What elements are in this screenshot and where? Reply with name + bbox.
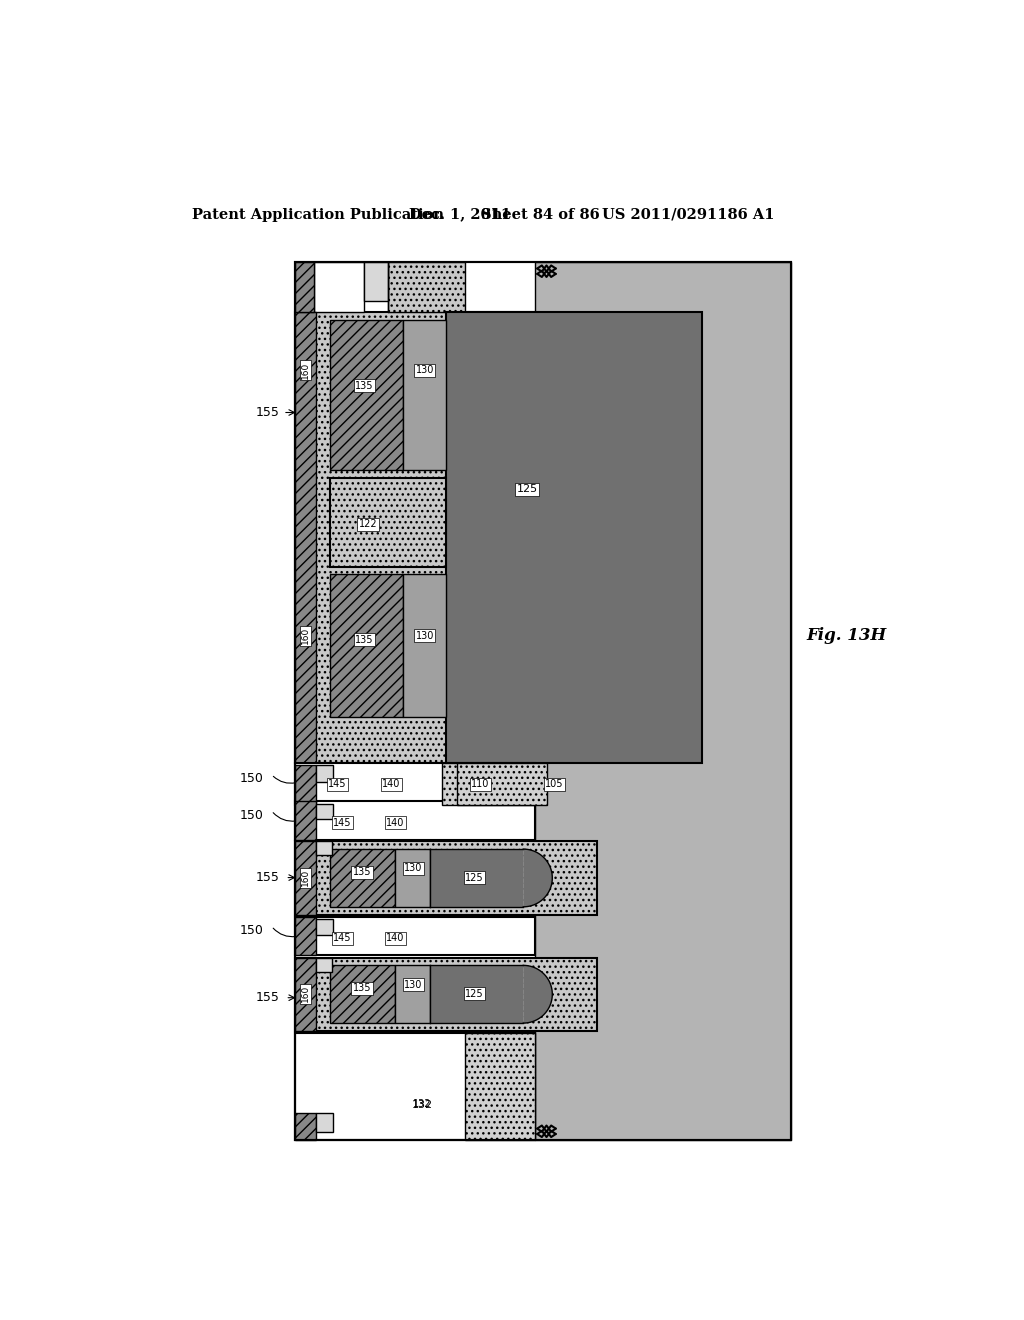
Bar xyxy=(445,313,701,763)
Bar xyxy=(295,841,597,915)
Bar xyxy=(330,965,395,1023)
Text: 150: 150 xyxy=(240,809,263,822)
Bar xyxy=(330,321,403,470)
Bar xyxy=(295,801,316,840)
Bar xyxy=(295,766,316,803)
Bar xyxy=(430,849,523,907)
Text: Patent Application Publication: Patent Application Publication xyxy=(191,207,443,222)
Bar xyxy=(295,763,535,805)
Bar xyxy=(395,965,430,1023)
Text: 150: 150 xyxy=(240,924,263,937)
Bar xyxy=(388,263,465,313)
Text: 145: 145 xyxy=(334,933,352,944)
Text: 110: 110 xyxy=(471,779,489,789)
Text: 150: 150 xyxy=(240,772,263,785)
Text: Sheet 84 of 86: Sheet 84 of 86 xyxy=(480,207,599,222)
Text: 155: 155 xyxy=(255,407,280,418)
Bar xyxy=(458,763,547,805)
Text: 132: 132 xyxy=(412,1101,433,1110)
Text: 132: 132 xyxy=(414,1100,432,1109)
Bar xyxy=(314,263,365,313)
Bar xyxy=(295,263,791,1140)
Text: 140: 140 xyxy=(382,779,400,789)
Bar xyxy=(316,958,332,972)
Bar xyxy=(295,313,316,763)
Wedge shape xyxy=(523,849,552,907)
Bar xyxy=(330,478,445,566)
Bar xyxy=(295,917,316,956)
Text: 160: 160 xyxy=(301,985,310,1002)
Text: 130: 130 xyxy=(404,979,422,990)
Bar xyxy=(295,263,791,1140)
Bar xyxy=(430,965,523,1023)
Bar xyxy=(442,763,535,805)
Text: 145: 145 xyxy=(328,779,346,789)
Text: 130: 130 xyxy=(404,863,422,874)
Text: 125: 125 xyxy=(465,873,483,883)
Bar xyxy=(295,958,597,1031)
Bar xyxy=(403,574,445,717)
Bar xyxy=(465,1034,535,1140)
Text: US 2011/0291186 A1: US 2011/0291186 A1 xyxy=(602,207,775,222)
Text: 130: 130 xyxy=(416,366,434,375)
Wedge shape xyxy=(523,965,552,1023)
Bar xyxy=(330,849,395,907)
Bar xyxy=(295,263,314,313)
Bar xyxy=(295,1113,316,1140)
Text: Fig. 13H: Fig. 13H xyxy=(806,627,887,644)
Bar xyxy=(316,919,334,935)
Bar xyxy=(535,263,791,1140)
Text: 160: 160 xyxy=(301,627,310,644)
Text: 155: 155 xyxy=(255,991,280,1005)
Text: 155: 155 xyxy=(255,871,280,884)
Bar xyxy=(365,263,388,301)
Text: 160: 160 xyxy=(301,362,310,379)
Bar xyxy=(295,1034,535,1140)
Text: 145: 145 xyxy=(334,818,352,828)
Text: Dec. 1, 2011: Dec. 1, 2011 xyxy=(410,207,511,222)
Text: 140: 140 xyxy=(386,818,404,828)
Text: 160: 160 xyxy=(301,869,310,886)
Bar xyxy=(295,801,535,840)
Bar xyxy=(316,841,332,855)
Bar xyxy=(316,1113,334,1133)
Text: 125: 125 xyxy=(465,989,483,999)
Text: 135: 135 xyxy=(353,983,372,994)
Text: 135: 135 xyxy=(355,635,374,644)
Text: 125: 125 xyxy=(516,484,538,495)
Bar xyxy=(295,917,535,956)
Text: 105: 105 xyxy=(545,779,563,789)
Bar xyxy=(295,958,316,1031)
Bar xyxy=(330,574,403,717)
Text: 122: 122 xyxy=(359,519,378,529)
Bar xyxy=(395,849,430,907)
Text: 135: 135 xyxy=(355,380,374,391)
Bar xyxy=(403,321,445,470)
Text: 135: 135 xyxy=(353,867,372,878)
Text: 130: 130 xyxy=(416,631,434,640)
Bar xyxy=(316,804,334,818)
Text: 140: 140 xyxy=(386,933,404,944)
Bar xyxy=(295,313,535,763)
Bar xyxy=(316,766,334,781)
Bar xyxy=(295,841,316,915)
